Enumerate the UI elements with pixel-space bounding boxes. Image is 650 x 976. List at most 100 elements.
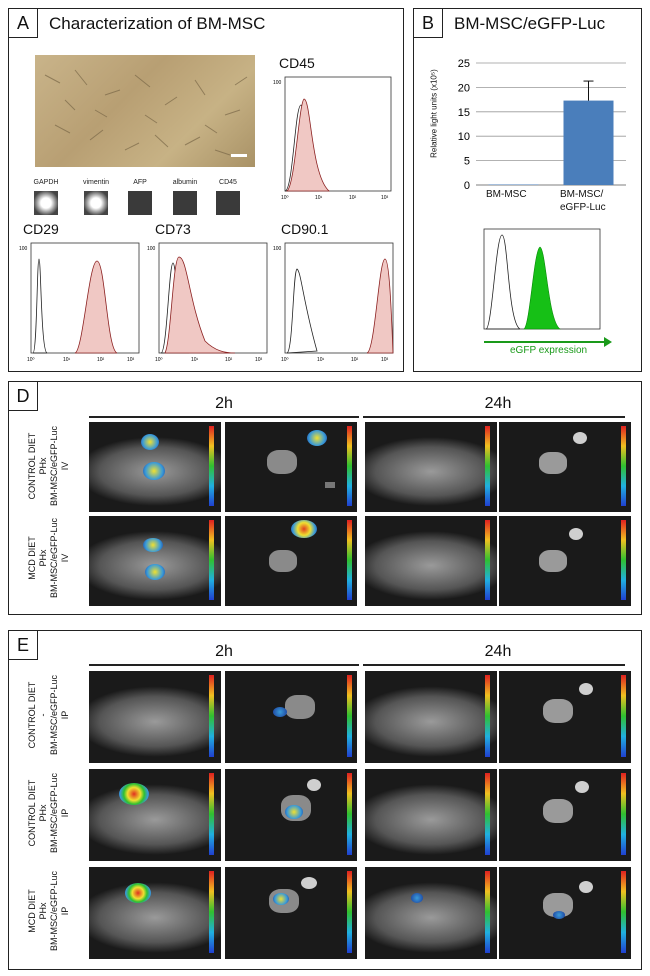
gel-band-gapdh bbox=[34, 191, 58, 215]
e-r1-24h-organs bbox=[499, 671, 631, 763]
svg-text:10²: 10² bbox=[351, 357, 359, 363]
colorscale-bar bbox=[485, 426, 490, 506]
bioluminescence-spot bbox=[285, 805, 303, 819]
organ-liver bbox=[285, 695, 315, 719]
panel-e-time-2h: 2h bbox=[215, 643, 233, 660]
panel-e: E 2h 24h CONTROL DIET - BM-MSC/eGFP-Luc … bbox=[8, 630, 642, 970]
y-tick-label: 15 bbox=[458, 107, 470, 119]
organ-liver bbox=[543, 799, 573, 823]
svg-text:10⁰: 10⁰ bbox=[155, 357, 163, 363]
e-r2-24h-whole-body bbox=[365, 769, 497, 861]
bar-xlabel-2a: BM-MSC/ bbox=[560, 189, 604, 200]
hist-cd45: 100 10⁰ 10¹ 10² 10³ bbox=[273, 76, 392, 201]
gel-band-afp bbox=[128, 191, 152, 215]
colorscale-bar bbox=[621, 520, 626, 600]
organ-small bbox=[575, 781, 589, 793]
svg-text:10²: 10² bbox=[225, 357, 233, 363]
d-r2-l3: BM-MSC/eGFP-Luc bbox=[49, 517, 59, 599]
colorscale-bar bbox=[209, 675, 214, 757]
panel-e-row1-label: CONTROL DIET - BM-MSC/eGFP-Luc IP bbox=[11, 671, 87, 759]
svg-text:10³: 10³ bbox=[127, 357, 135, 363]
gel-label-gapdh: GAPDH bbox=[33, 179, 59, 186]
d-r2-24h-organs bbox=[499, 516, 631, 606]
y-tick-label: 10 bbox=[458, 131, 470, 143]
egfp-arrow bbox=[484, 341, 608, 343]
cell-texture bbox=[44, 69, 248, 157]
egfp-arrow-head bbox=[604, 337, 612, 347]
panel-a-title: Characterization of BM-MSC bbox=[49, 14, 266, 33]
e-r1-2h-whole-body bbox=[89, 671, 221, 763]
d-r1-l4: IV bbox=[60, 461, 70, 471]
colorscale-bar bbox=[621, 426, 626, 506]
bar-xlabel-1: BM-MSC bbox=[486, 189, 527, 200]
colorscale-bar bbox=[347, 773, 352, 855]
hist-cd901: 100 10⁰ 10¹ 10² 10³ bbox=[273, 242, 394, 363]
bioluminescence-spot bbox=[119, 783, 149, 805]
svg-text:100: 100 bbox=[147, 246, 156, 252]
d-r2-2h-organs bbox=[225, 516, 357, 606]
colorscale-bar bbox=[209, 426, 214, 506]
organ-liver bbox=[269, 550, 297, 572]
colorscale-bar bbox=[485, 773, 490, 855]
panel-b-letter: B bbox=[413, 8, 443, 38]
bioluminescence-spot bbox=[273, 893, 289, 905]
bar-ylabel: Relative light units (x10⁵) bbox=[430, 64, 439, 164]
panel-b: B BM-MSC/eGFP-Luc 0 5 10 15 20 25 Relative li… bbox=[413, 8, 642, 372]
panel-e-row2-label: CONTROL DIET PHx BM-MSC/eGFP-Luc IP bbox=[11, 769, 87, 857]
panel-d-letter: D bbox=[8, 381, 38, 411]
panel-d-line-24h bbox=[363, 416, 625, 418]
svg-text:10³: 10³ bbox=[381, 195, 389, 201]
organ-small bbox=[301, 877, 317, 889]
bioluminescence-spot bbox=[143, 538, 163, 552]
svg-text:10⁰: 10⁰ bbox=[281, 195, 289, 201]
panel-e-row3-label: MCD DIET PHx BM-MSC/eGFP-Luc IP bbox=[11, 867, 87, 955]
e-r3-l1: MCD DIET bbox=[27, 889, 37, 933]
bioluminescence-spot bbox=[307, 430, 327, 446]
colorscale-bar bbox=[621, 871, 626, 953]
organ-small bbox=[579, 683, 593, 695]
panel-d-time-24h: 24h bbox=[484, 395, 512, 412]
e-r3-24h-organs bbox=[499, 867, 631, 959]
gel-label-vimentin: vimentin bbox=[82, 179, 110, 186]
panel-d-row2-label: MCD DIET PHx BM-MSC/eGFP-Luc IV bbox=[11, 514, 87, 602]
panel-d-line-2h bbox=[89, 416, 359, 418]
svg-text:10⁰: 10⁰ bbox=[281, 357, 289, 363]
colorscale-bar bbox=[621, 773, 626, 855]
e-r1-l2: - bbox=[38, 713, 48, 717]
e-r3-l4: IP bbox=[60, 906, 70, 916]
gel-label-cd45: CD45 bbox=[219, 179, 237, 186]
e-r3-2h-organs bbox=[225, 867, 357, 959]
hist-cd29: 100 10⁰ 10¹ 10² 10³ bbox=[19, 242, 140, 363]
d-r1-l1: CONTROL DIET bbox=[27, 432, 37, 500]
y-tick-label: 20 bbox=[458, 82, 470, 94]
colorscale-bar bbox=[347, 520, 352, 600]
organ-liver bbox=[539, 452, 567, 474]
hist-title-cd45: CD45 bbox=[279, 55, 315, 71]
svg-text:10²: 10² bbox=[97, 357, 105, 363]
e-r2-l1: CONTROL DIET bbox=[27, 779, 37, 847]
svg-text:10³: 10³ bbox=[255, 357, 263, 363]
colorscale-bar bbox=[347, 426, 352, 506]
e-r2-l2: PHx bbox=[38, 804, 48, 822]
d-r1-2h-whole-body bbox=[89, 422, 221, 512]
organ-liver bbox=[267, 450, 297, 474]
organ-small bbox=[573, 432, 587, 444]
svg-text:10¹: 10¹ bbox=[317, 357, 325, 363]
bioluminescence-spot bbox=[143, 462, 165, 480]
hist-cd73: 100 10⁰ 10¹ 10² 10³ bbox=[147, 242, 268, 363]
e-r2-24h-organs bbox=[499, 769, 631, 861]
egfp-label: eGFP expression bbox=[510, 345, 588, 356]
colorscale-bar bbox=[209, 871, 214, 953]
organ-small bbox=[325, 482, 335, 488]
organ-small bbox=[579, 881, 593, 893]
d-r1-24h-organs bbox=[499, 422, 631, 512]
e-r3-24h-whole-body bbox=[365, 867, 497, 959]
svg-text:10²: 10² bbox=[349, 195, 357, 201]
panel-b-title: BM-MSC/eGFP-Luc bbox=[454, 14, 606, 33]
panel-e-time-24h: 24h bbox=[484, 643, 512, 660]
bioluminescence-spot bbox=[273, 707, 287, 717]
bar bbox=[563, 100, 614, 185]
gel-band-cd45 bbox=[216, 191, 240, 215]
bar-xlabel-2b: eGFP-Luc bbox=[560, 202, 606, 213]
y-tick-label: 25 bbox=[458, 58, 470, 70]
